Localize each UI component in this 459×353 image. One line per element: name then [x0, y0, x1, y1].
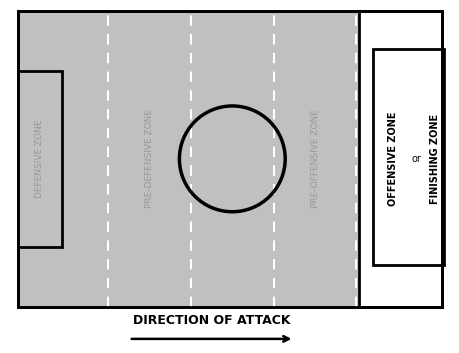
Bar: [18, 71, 62, 247]
Text: DIRECTION OF ATTACK: DIRECTION OF ATTACK: [133, 313, 290, 327]
Bar: [18, 11, 441, 307]
Bar: [372, 49, 443, 265]
Text: FINISHING ZONE: FINISHING ZONE: [429, 114, 439, 204]
Bar: [358, 11, 441, 307]
Text: DEFENSIVE ZONE: DEFENSIVE ZONE: [34, 120, 44, 198]
Bar: [18, 11, 441, 307]
Text: or: or: [410, 154, 420, 164]
Text: PRE-OFFENSIVE ZONE: PRE-OFFENSIVE ZONE: [310, 109, 319, 208]
Text: PRE-DEFENSIVE ZONE: PRE-DEFENSIVE ZONE: [145, 109, 154, 208]
Bar: [358, 11, 441, 307]
Text: OFFENSIVE ZONE: OFFENSIVE ZONE: [387, 112, 397, 206]
